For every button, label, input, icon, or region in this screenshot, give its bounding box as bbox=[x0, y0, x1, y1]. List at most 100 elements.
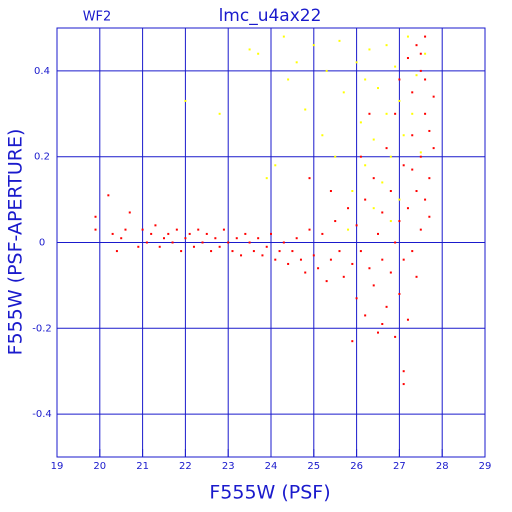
x-tick-label: 27 bbox=[393, 461, 406, 472]
point bbox=[389, 190, 392, 193]
point bbox=[411, 91, 414, 94]
point bbox=[265, 245, 268, 248]
point bbox=[432, 147, 435, 150]
x-tick-label: 26 bbox=[350, 461, 363, 472]
point bbox=[415, 190, 418, 193]
point bbox=[359, 250, 362, 253]
point bbox=[394, 241, 397, 244]
point bbox=[424, 52, 427, 55]
point bbox=[317, 267, 320, 270]
point bbox=[334, 220, 337, 223]
point bbox=[299, 258, 302, 261]
point bbox=[411, 250, 414, 253]
point bbox=[137, 245, 140, 248]
point bbox=[381, 323, 384, 326]
point bbox=[111, 232, 114, 235]
x-tick-label: 25 bbox=[307, 461, 320, 472]
point bbox=[120, 237, 123, 240]
point bbox=[325, 280, 328, 283]
point bbox=[192, 245, 195, 248]
point bbox=[321, 232, 324, 235]
x-tick-label: 28 bbox=[436, 461, 449, 472]
point bbox=[355, 61, 358, 64]
point bbox=[411, 134, 414, 137]
point bbox=[428, 129, 431, 132]
point bbox=[334, 155, 337, 158]
point bbox=[235, 237, 238, 240]
point bbox=[402, 383, 405, 386]
point bbox=[351, 190, 354, 193]
point bbox=[115, 250, 118, 253]
point bbox=[274, 258, 277, 261]
point bbox=[167, 232, 170, 235]
point bbox=[432, 95, 435, 98]
point bbox=[377, 331, 379, 334]
point bbox=[124, 228, 127, 231]
point bbox=[270, 232, 272, 235]
point bbox=[402, 258, 405, 261]
point bbox=[368, 112, 371, 115]
point bbox=[214, 237, 217, 240]
point bbox=[419, 52, 422, 55]
point bbox=[347, 228, 350, 231]
point bbox=[364, 78, 367, 81]
point bbox=[248, 241, 251, 244]
point bbox=[359, 155, 362, 158]
point bbox=[329, 190, 332, 193]
point bbox=[227, 241, 230, 244]
point bbox=[411, 112, 414, 115]
point bbox=[364, 198, 367, 201]
point bbox=[415, 74, 418, 77]
point bbox=[364, 164, 367, 167]
point bbox=[201, 241, 204, 244]
point bbox=[338, 39, 341, 42]
y-tick-label: 0 bbox=[39, 238, 45, 249]
point bbox=[381, 181, 384, 184]
point bbox=[402, 164, 405, 167]
point bbox=[257, 52, 260, 55]
point bbox=[351, 262, 354, 265]
point bbox=[385, 112, 388, 115]
point bbox=[248, 48, 251, 51]
point bbox=[385, 147, 388, 150]
point bbox=[188, 232, 191, 235]
point bbox=[419, 151, 422, 154]
point bbox=[398, 198, 401, 201]
point bbox=[94, 215, 97, 218]
point bbox=[308, 177, 311, 180]
point bbox=[411, 168, 414, 171]
point bbox=[180, 250, 183, 253]
point bbox=[205, 232, 208, 235]
point bbox=[424, 78, 427, 81]
point bbox=[347, 207, 350, 210]
point bbox=[385, 44, 388, 47]
point bbox=[398, 220, 401, 223]
point bbox=[261, 254, 264, 257]
point bbox=[398, 292, 401, 295]
point bbox=[304, 271, 307, 274]
point bbox=[312, 44, 315, 47]
point bbox=[150, 232, 153, 235]
y-axis-label: F555W (PSF-APERTURE) bbox=[5, 129, 27, 356]
point bbox=[282, 241, 285, 244]
point bbox=[240, 254, 243, 257]
point bbox=[406, 35, 409, 38]
point bbox=[402, 370, 405, 373]
point bbox=[406, 207, 409, 210]
x-tick-label: 19 bbox=[51, 461, 64, 472]
y-tick-label: -0.2 bbox=[32, 323, 52, 334]
point bbox=[355, 224, 358, 227]
point bbox=[325, 69, 328, 72]
point bbox=[377, 87, 379, 90]
point bbox=[158, 245, 161, 248]
point bbox=[163, 237, 165, 240]
point bbox=[406, 318, 409, 321]
point bbox=[321, 134, 324, 137]
point bbox=[394, 335, 397, 338]
annotation: WF2 bbox=[83, 10, 112, 25]
point bbox=[424, 112, 427, 115]
point bbox=[274, 164, 277, 167]
point bbox=[295, 237, 298, 240]
point bbox=[406, 57, 409, 60]
